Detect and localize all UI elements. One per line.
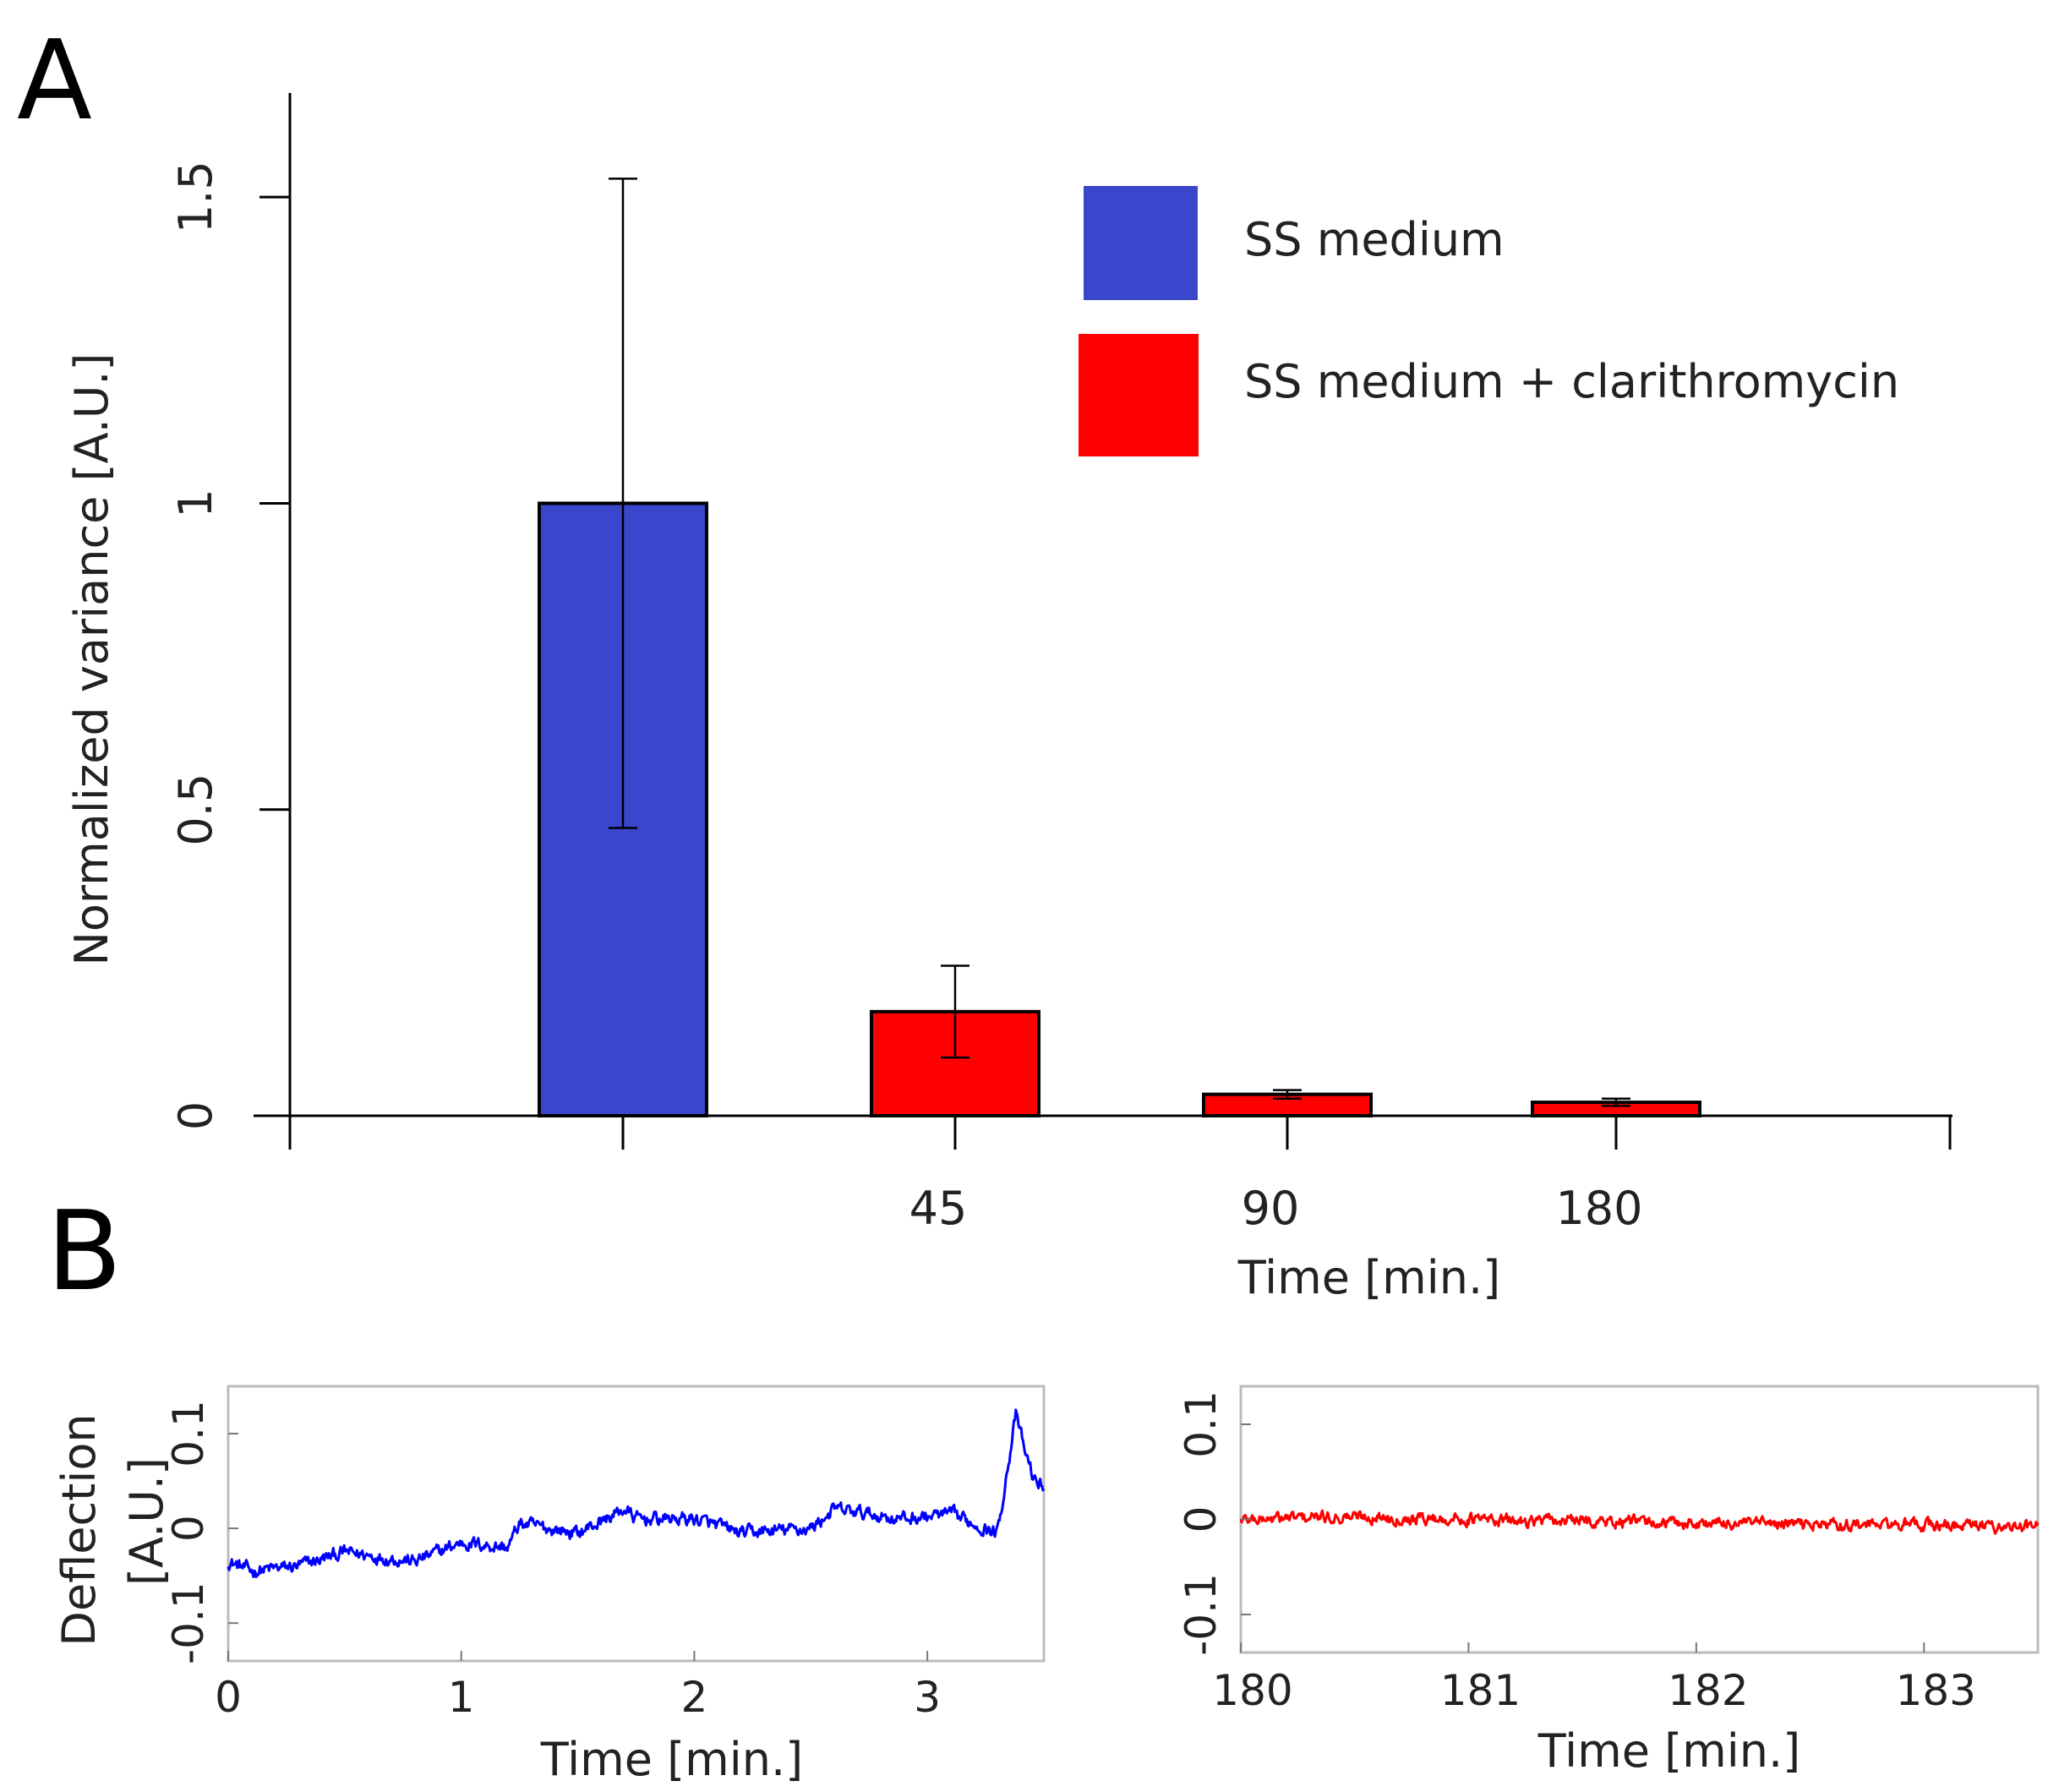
x-tick-label: 180 [1212,1666,1292,1715]
legend-swatch-ss-medium [1084,186,1198,300]
y-tick-label: 0.1 [164,1400,213,1467]
x-tick-label: 0 [215,1673,242,1722]
y-axis-label-left-line1: Deflection [52,1413,106,1646]
y-tick-label: 1.5 [169,161,222,233]
line-chart-panel-b-right: 180 181 182 183 -0.1 0 0.1 Time [min.] [1177,1385,2040,1778]
legend-swatch-ss-medium-clarithromycin [1079,334,1199,456]
bar-chart-panel-a: 45 90 180 0 0.5 1 1.5 Time [min.] Normalized … [65,93,1952,1304]
deflection-trace-ss-medium-clarithromycin [1239,1509,2040,1535]
y-tick-label: 0 [169,1101,222,1130]
y-tick-label: 0.1 [1177,1390,1226,1458]
panel-letter-a: A [17,16,92,145]
y-tick-label: -0.1 [164,1582,213,1664]
x-axis-label: Time [min.] [1237,1251,1500,1304]
x-axis-label-left: Time [min.] [540,1733,803,1786]
x-tick-label: 90 [1242,1182,1300,1235]
x-tick-label: 2 [681,1673,708,1722]
y-tick-label: 0 [164,1515,213,1542]
legend-label-ss-medium-clarithromycin: SS medium + clarithromycin [1244,355,1899,408]
deflection-trace-ss-medium [227,1408,1046,1579]
x-tick-label: 1 [448,1673,475,1722]
x-tick-label: 181 [1440,1666,1521,1715]
x-axis-label-right: Time [min.] [1537,1724,1800,1778]
legend-label-ss-medium: SS medium [1244,213,1505,266]
y-axis-label-left-line2: [A.U.] [120,1457,173,1586]
x-tick-label: 45 [909,1182,968,1235]
panel-letter-b: B [46,1187,122,1315]
x-tick-label: 183 [1896,1666,1976,1715]
x-tick-label: 182 [1668,1666,1748,1715]
x-tick-label: 180 [1555,1182,1642,1235]
y-tick-label: 1 [169,489,222,517]
y-tick-label: 0 [1177,1506,1226,1533]
y-tick-label: -0.1 [1177,1573,1226,1656]
y-axis-label: Normalized variance [A.U.] [65,352,118,965]
x-tick-label: 3 [914,1673,941,1722]
plot-frame-left [227,1385,1046,1663]
y-tick-label: 0.5 [169,773,222,846]
